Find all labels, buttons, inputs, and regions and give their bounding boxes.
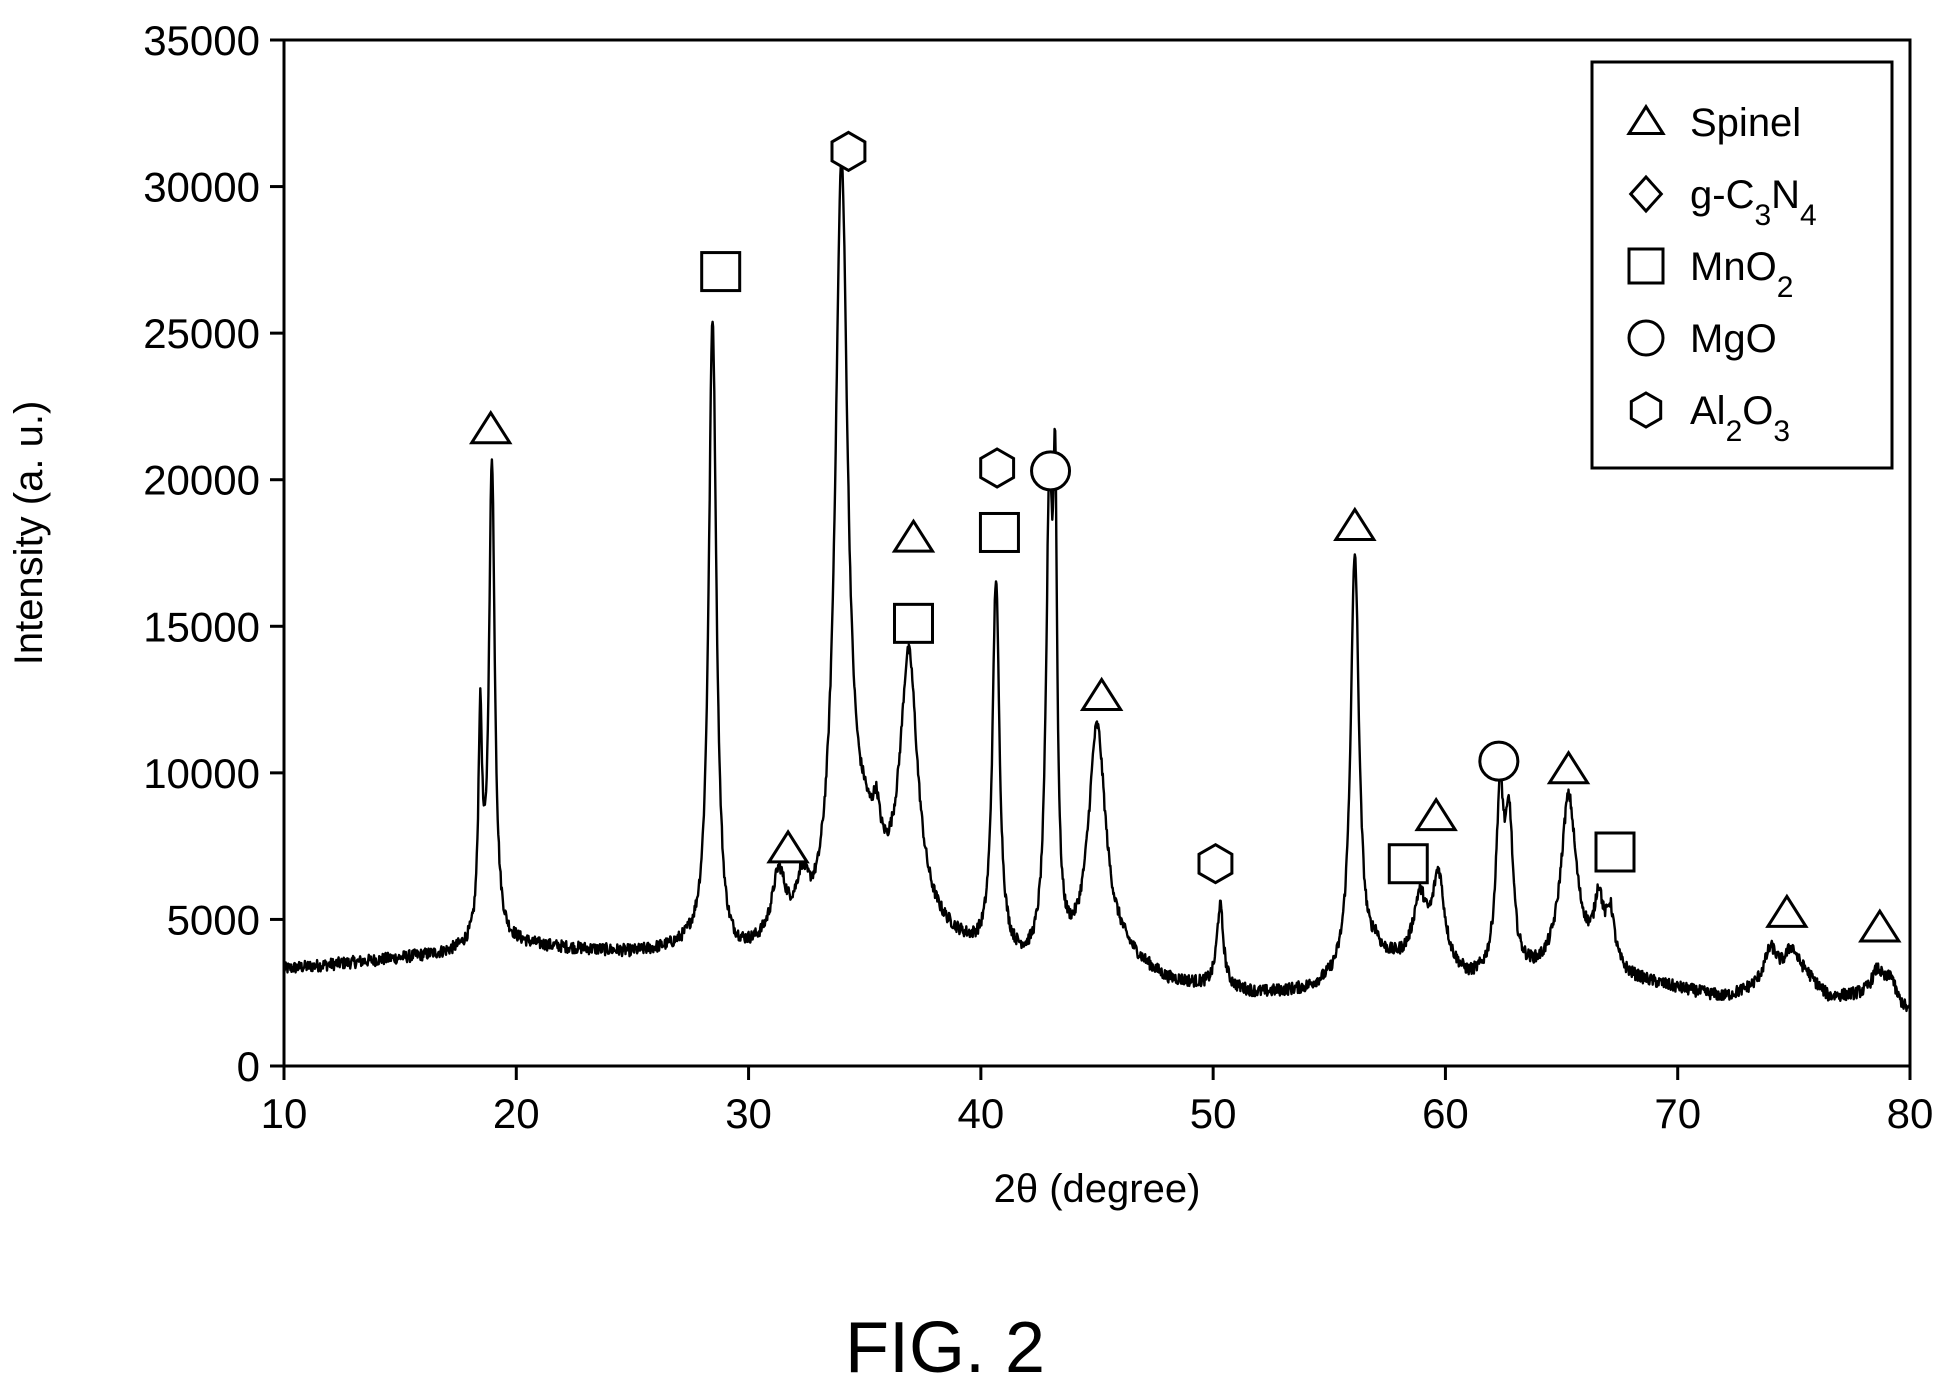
x-axis-title: 2θ (degree)	[994, 1167, 1201, 1211]
y-tick-label: 25000	[143, 310, 260, 357]
x-tick-label: 40	[957, 1090, 1004, 1137]
peak-marker-square	[978, 511, 1020, 553]
legend-marker-square	[1627, 247, 1665, 285]
legend-label: g-C3N4	[1690, 173, 1817, 232]
legend-marker-diamond	[1628, 174, 1664, 214]
xrd-curve	[282, 159, 1912, 1013]
peak-marker-triangle	[1079, 676, 1124, 711]
legend: Spinel g-C3N4 MnO2 MgO Al2O3	[1590, 60, 1894, 470]
y-axis-title: Intensity (a. u.)	[7, 401, 51, 666]
peak-marker-circle	[1030, 450, 1072, 492]
x-tick-label: 80	[1887, 1090, 1934, 1137]
y-tick-label: 15000	[143, 603, 260, 650]
peak-marker-circle	[1478, 740, 1520, 782]
x-tick-label: 70	[1654, 1090, 1701, 1137]
legend-marker-circle	[1627, 319, 1665, 357]
peak-marker-hexagon	[830, 130, 867, 173]
x-tick-label: 10	[261, 1090, 308, 1137]
peak-marker-square	[700, 251, 742, 293]
peak-marker-hexagon	[979, 447, 1016, 489]
y-tick-label: 35000	[143, 17, 260, 64]
peak-marker-triangle	[1858, 908, 1902, 943]
peak-marker-triangle	[766, 829, 810, 864]
y-tick-label: 0	[237, 1043, 260, 1090]
diffraction-pattern	[282, 159, 1912, 1013]
peak-marker-triangle	[891, 518, 936, 553]
peak-marker-triangle	[1333, 506, 1377, 541]
x-tick-label: 60	[1422, 1090, 1469, 1137]
peak-marker-square	[892, 602, 934, 644]
y-axis: 0 5000 10000 15000 20000 25000 30000 35000	[143, 17, 284, 1090]
x-axis: 10 20 30 40 50 60 70 80	[261, 1066, 1934, 1137]
peak-marker-square	[1387, 843, 1429, 885]
x-tick-label: 30	[725, 1090, 772, 1137]
peak-marker-triangle	[469, 409, 513, 445]
peak-markers	[469, 130, 1902, 943]
legend-marker-hexagon	[1629, 391, 1663, 429]
y-tick-label: 10000	[143, 750, 260, 797]
figure-caption: FIG. 2	[845, 1308, 1045, 1388]
peak-marker-triangle	[1414, 796, 1458, 832]
peak-marker-triangle	[1765, 893, 1809, 928]
plot-frame	[282, 38, 1912, 1068]
x-tick-label: 50	[1190, 1090, 1237, 1137]
legend-label: Al2O3	[1690, 389, 1790, 448]
peak-marker-triangle	[1546, 750, 1591, 785]
peak-marker-hexagon	[1197, 842, 1234, 885]
peak-marker-square	[1594, 831, 1636, 873]
y-tick-label: 20000	[143, 457, 260, 504]
legend-label: MgO	[1690, 317, 1777, 361]
y-tick-label: 30000	[143, 164, 260, 211]
legend-label: MnO2	[1690, 245, 1793, 304]
legend-marker-triangle	[1626, 103, 1666, 135]
legend-label: Spinel	[1690, 101, 1801, 145]
x-tick-label: 20	[493, 1090, 540, 1137]
y-tick-label: 5000	[167, 896, 260, 943]
